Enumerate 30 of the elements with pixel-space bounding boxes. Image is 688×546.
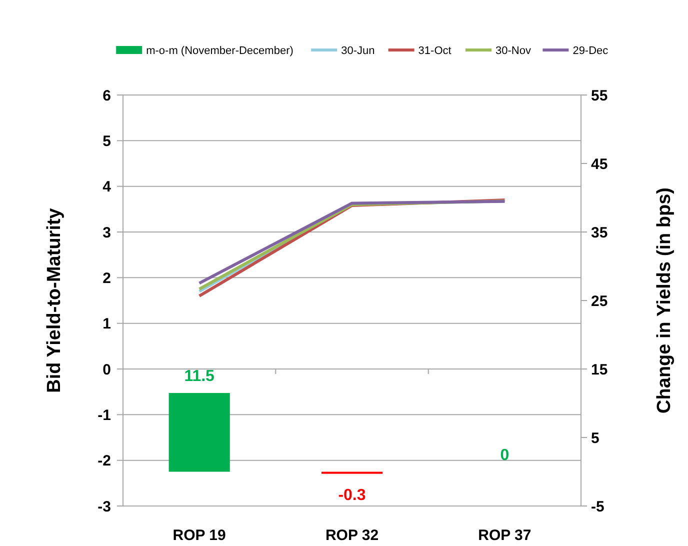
y2-tick-label: -5 bbox=[591, 498, 604, 516]
y2-tick-label: 15 bbox=[591, 361, 608, 378]
x-tick-label: ROP 37 bbox=[478, 527, 532, 544]
y2-axis-title: Change in Yields (in bps) bbox=[654, 188, 675, 414]
data-label: 11.5 bbox=[184, 368, 215, 385]
y-tick-label: 5 bbox=[102, 132, 111, 150]
legend-label: m-o-m (November-December) bbox=[146, 44, 294, 57]
y-tick-label: 1 bbox=[102, 316, 111, 333]
y2-tick-label: 35 bbox=[591, 224, 608, 242]
y-tick-label: 0 bbox=[102, 361, 111, 378]
y-tick-label: 6 bbox=[102, 87, 111, 104]
x-tick-label: ROP 32 bbox=[325, 527, 379, 544]
legend-label: 30-Jun bbox=[341, 44, 375, 57]
y2-tick-label: 45 bbox=[591, 156, 608, 173]
y2-tick-label: 55 bbox=[591, 87, 608, 104]
y-tick-label: -2 bbox=[98, 452, 111, 470]
legend-label: 30-Nov bbox=[496, 44, 532, 57]
legend-label: 31-Oct bbox=[418, 44, 452, 57]
y2-tick-label: 5 bbox=[591, 430, 600, 447]
data-label: -0.3 bbox=[338, 486, 366, 504]
y-tick-label: 2 bbox=[102, 270, 111, 287]
y-axis-title: Bid Yield-to-Maturity bbox=[44, 208, 65, 393]
y-tick-label: -3 bbox=[98, 498, 111, 516]
y2-tick-label: 25 bbox=[591, 292, 608, 310]
x-tick-label: ROP 19 bbox=[172, 527, 226, 544]
y-tick-label: -1 bbox=[98, 406, 111, 424]
legend-label: 29-Dec bbox=[572, 44, 609, 57]
data-label: 0 bbox=[500, 446, 510, 464]
y-tick-label: 4 bbox=[102, 178, 112, 196]
y-tick-label: 3 bbox=[102, 224, 111, 242]
